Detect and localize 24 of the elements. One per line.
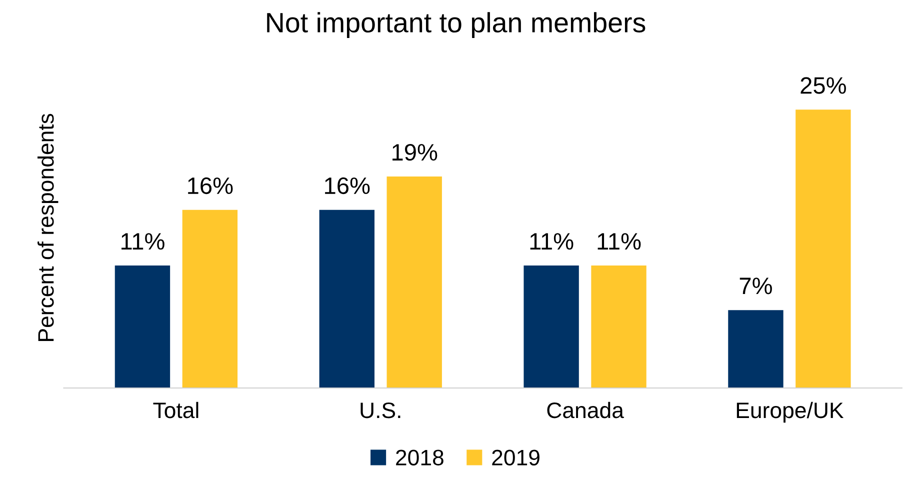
data-label: 11% [122, 233, 164, 250]
x-tick-label: Total [153, 402, 198, 418]
x-tick-label: U.S. [360, 402, 400, 418]
bar [386, 176, 442, 388]
bar [319, 210, 374, 388]
x-tick-label: Europe/UK [736, 402, 844, 423]
x-tick-label: Canada [547, 402, 624, 418]
data-label: 19% [392, 144, 438, 161]
bar [796, 110, 851, 388]
bar [524, 266, 579, 388]
data-label: 25% [800, 77, 846, 94]
data-label: 11% [530, 233, 574, 250]
legend-label: 2019 [492, 450, 540, 466]
chart-title: Not important to plan members [267, 12, 646, 38]
bar [114, 266, 170, 388]
y-axis-title: Percent of respondents [38, 114, 58, 342]
data-label: 11% [598, 233, 641, 250]
data-label: 16% [325, 177, 370, 194]
legend-label: 2018 [396, 450, 444, 466]
data-label: 16% [188, 177, 233, 194]
data-label: 7% [740, 278, 772, 294]
bar [182, 210, 238, 388]
bar [591, 266, 646, 388]
bar [728, 310, 784, 388]
